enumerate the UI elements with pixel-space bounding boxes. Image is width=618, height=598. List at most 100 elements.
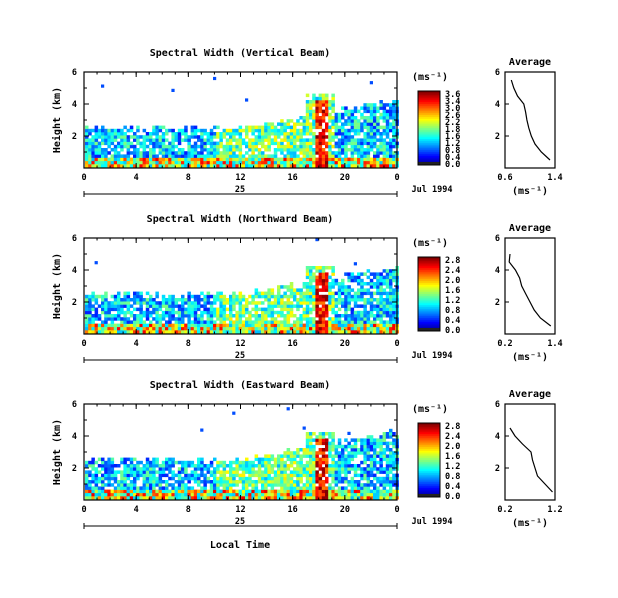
heatmap-cell xyxy=(209,157,214,162)
heatmap-cell xyxy=(366,160,371,165)
heatmap-cell xyxy=(309,278,313,283)
heatmap-cell xyxy=(331,317,335,321)
heatmap-cell xyxy=(337,294,342,299)
heatmap-cell xyxy=(193,307,198,312)
heatmap-cell xyxy=(280,132,284,136)
heatmap-cell xyxy=(325,275,329,280)
heatmap-cell xyxy=(184,128,188,133)
colorbar-segment xyxy=(418,128,440,131)
heatmap-cell xyxy=(120,164,124,168)
heatmap-cell xyxy=(325,154,329,158)
heatmap-cell xyxy=(389,480,393,484)
heatmap-cell xyxy=(277,294,281,299)
heatmap-cell xyxy=(379,298,383,302)
average-x-tick-label: 0.6 xyxy=(497,173,512,183)
heatmap-cell xyxy=(302,454,307,458)
heatmap-cell xyxy=(318,144,323,149)
heatmap-cell xyxy=(341,160,345,165)
heatmap-cell xyxy=(277,128,281,133)
heatmap-cell xyxy=(315,464,319,468)
heatmap-cell xyxy=(286,454,291,458)
heatmap-cell xyxy=(353,275,358,280)
heatmap-cell xyxy=(376,489,380,494)
heatmap-cell xyxy=(321,119,326,123)
heatmap-cell xyxy=(379,291,383,296)
heatmap-cell xyxy=(389,441,393,446)
heatmap-cell xyxy=(379,103,383,107)
heatmap-cell xyxy=(171,157,175,162)
heatmap-cell xyxy=(104,132,108,136)
heatmap-cell xyxy=(305,326,310,331)
heatmap-cell xyxy=(325,454,329,458)
heatmap-cell xyxy=(360,164,364,168)
heatmap-cell xyxy=(366,476,371,481)
heatmap-cell xyxy=(273,317,278,321)
heatmap-cell xyxy=(289,119,294,123)
colorbar-segment xyxy=(418,277,440,280)
heatmap-cell xyxy=(229,492,233,497)
heatmap-cell xyxy=(385,157,390,162)
heatmap-cell xyxy=(91,298,95,302)
heatmap-cell xyxy=(104,330,108,334)
heatmap-cell xyxy=(190,460,195,465)
heatmap-cell xyxy=(206,326,211,331)
heatmap-cell xyxy=(296,122,300,126)
heatmap-cell xyxy=(155,326,159,331)
heatmap-cell xyxy=(177,326,182,331)
heatmap-cell xyxy=(389,317,393,321)
heatmap-cell xyxy=(251,301,255,305)
heatmap-cell xyxy=(209,483,214,487)
heatmap-cell xyxy=(293,164,297,168)
heatmap-cell xyxy=(389,460,393,465)
heatmap-cell xyxy=(382,278,387,283)
heatmap-cell xyxy=(174,489,179,494)
heatmap-cell xyxy=(200,314,204,318)
heatmap-cell xyxy=(331,282,335,286)
heatmap-cell xyxy=(209,470,214,474)
heatmap-cell xyxy=(117,157,121,162)
heatmap-cell xyxy=(261,135,265,139)
heatmap-cell xyxy=(264,144,268,149)
heatmap-cell xyxy=(152,151,156,155)
heatmap-cell xyxy=(325,106,329,110)
heatmap-cell xyxy=(321,451,326,455)
colorbar-segment xyxy=(418,152,440,155)
heatmap-cell xyxy=(245,457,249,462)
heatmap-cell xyxy=(136,138,140,142)
heatmap-cell xyxy=(328,125,332,130)
heatmap-cell xyxy=(184,492,188,497)
heatmap-cell xyxy=(286,457,291,462)
heatmap-cell xyxy=(184,307,188,312)
heatmap-cell xyxy=(251,486,255,490)
heatmap-cell xyxy=(85,314,89,318)
heatmap-cell xyxy=(318,109,323,114)
heatmap-cell xyxy=(315,122,319,126)
heatmap-cell xyxy=(299,496,303,500)
heatmap-cell xyxy=(392,298,396,302)
heatmap-cell xyxy=(353,441,358,446)
heatmap-cell xyxy=(321,278,326,283)
heatmap-cell xyxy=(347,457,351,462)
heatmap-cell xyxy=(385,132,390,136)
heatmap-cell xyxy=(318,294,323,299)
heatmap-cell xyxy=(366,164,371,168)
heatmap-cell xyxy=(107,464,111,468)
heatmap-cell xyxy=(241,128,246,133)
heatmap-cell xyxy=(305,460,310,465)
heatmap-cell xyxy=(209,473,214,478)
heatmap-cell xyxy=(337,476,342,481)
heatmap-cell xyxy=(363,122,367,126)
heatmap-cell xyxy=(283,476,287,481)
heatmap-cell xyxy=(158,164,163,168)
heatmap-cell xyxy=(270,301,275,305)
heatmap-cell xyxy=(350,496,355,500)
heatmap-cell xyxy=(113,476,118,481)
heatmap-cell xyxy=(155,476,159,481)
heatmap-cell xyxy=(133,476,137,481)
heatmap-cell xyxy=(376,291,380,296)
heatmap-cell xyxy=(104,470,108,474)
heatmap-cell xyxy=(366,144,371,149)
heatmap-cell xyxy=(302,326,307,331)
heatmap-cell xyxy=(101,473,105,478)
heatmap-cell xyxy=(350,310,355,315)
